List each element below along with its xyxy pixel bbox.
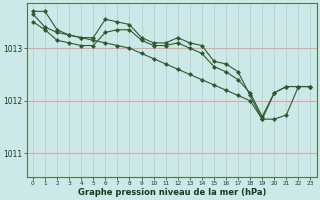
X-axis label: Graphe pression niveau de la mer (hPa): Graphe pression niveau de la mer (hPa) xyxy=(77,188,266,197)
